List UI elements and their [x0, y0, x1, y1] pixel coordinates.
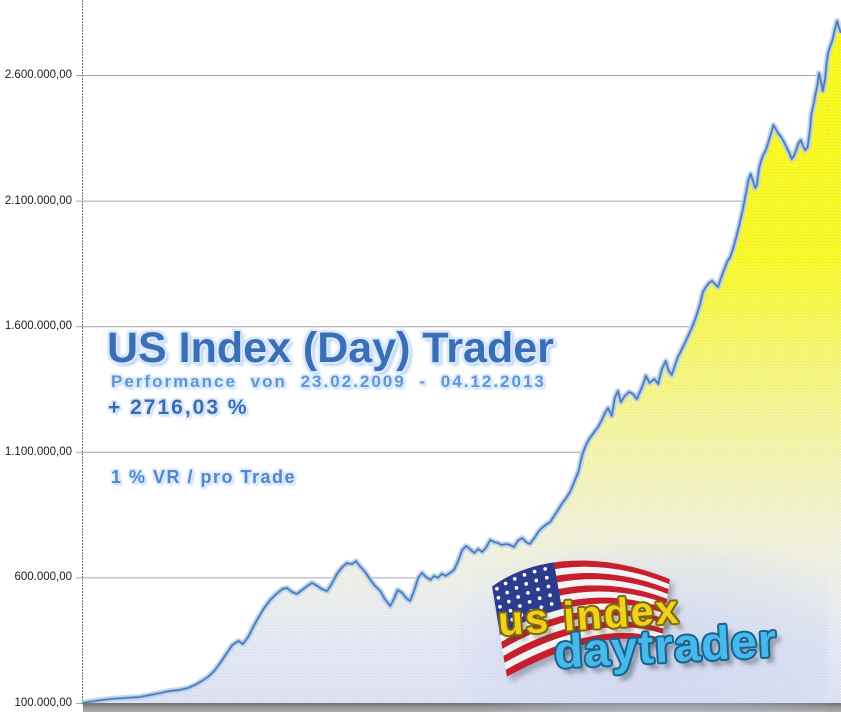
flag-star [514, 586, 519, 590]
flag-star [536, 587, 540, 592]
flag-star [529, 609, 534, 613]
flag-star [532, 569, 537, 574]
flag-star [505, 590, 510, 595]
flag-star [548, 593, 552, 598]
chart-subtitle: Performance von 23.02.2009 - 04.12.2013 [111, 372, 546, 391]
flag-stripe [505, 632, 663, 677]
flag-stripe [500, 603, 666, 642]
y-axis-label: 1.100.000,00 [4, 445, 72, 458]
y-axis-label: 2.100.000,00 [4, 194, 72, 207]
y-axis-label: 600.000,00 [14, 571, 72, 584]
flag-star [543, 567, 548, 571]
us-flag-icon [492, 560, 670, 677]
logo-word-daytrader: daytrader [552, 613, 779, 678]
brand-logo: us index daytrader [458, 536, 828, 712]
flag-star [518, 604, 522, 608]
flag-star [526, 591, 530, 595]
performance-value: + 2716,03 % [108, 396, 249, 419]
flag-stripe [502, 615, 665, 656]
flag-star [549, 602, 554, 606]
y-axis-label: 1.600.000,00 [4, 320, 72, 333]
flag-star [499, 614, 504, 618]
flag-star [519, 613, 524, 617]
flag-canton [492, 562, 563, 636]
flag-star [503, 581, 508, 586]
flag-stripe [503, 621, 664, 663]
flag-star [534, 578, 539, 583]
flag-star [546, 584, 551, 589]
risk-note: 1 % VR / pro Trade [111, 467, 297, 487]
flag-stripe [501, 609, 665, 649]
flag-star [522, 573, 527, 577]
flag-star [512, 577, 517, 581]
area-dither-texture [82, 21, 841, 703]
flag-star [544, 575, 549, 580]
flag-star [539, 605, 544, 610]
chart-title: US Index (Day) Trader [107, 324, 554, 372]
y-axis-label: 2.600.000,00 [4, 69, 72, 81]
flag-star [527, 600, 532, 604]
flag-star [510, 617, 514, 622]
y-axis-label: 100.000,00 [14, 697, 72, 709]
flag-stripe [504, 627, 663, 670]
flag-star [508, 608, 513, 613]
flag-star [507, 599, 511, 604]
flag-star [498, 604, 502, 609]
flag-star [495, 586, 499, 591]
equity-line-core [81, 20, 841, 704]
flag-star [524, 582, 529, 586]
flag-star [537, 596, 542, 601]
flag-star [501, 623, 505, 627]
flag-star [496, 595, 501, 600]
flag-star [516, 595, 521, 599]
